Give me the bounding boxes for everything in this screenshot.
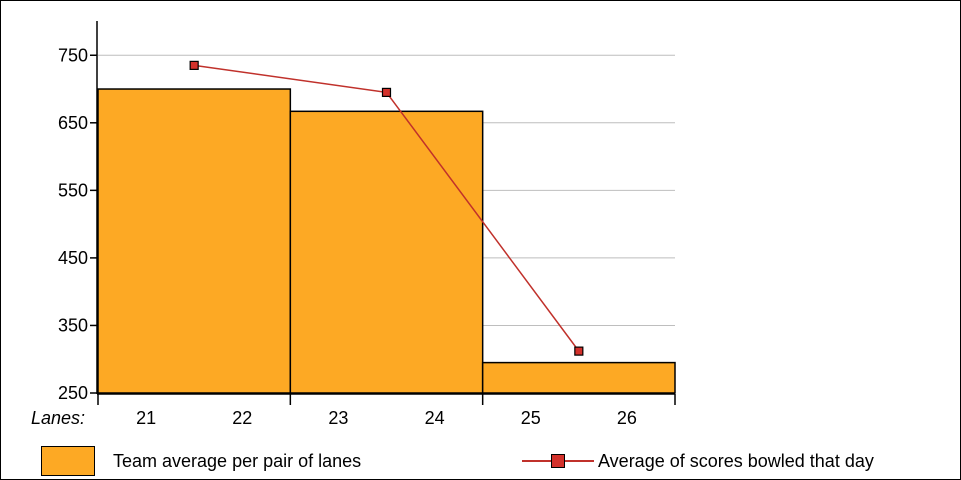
y-tick-label-350: 350 — [58, 315, 88, 335]
x-tick-label-25: 25 — [521, 408, 541, 428]
legend-item-line: Average of scores bowled that day — [522, 445, 874, 477]
legend-bar-swatch — [41, 446, 95, 476]
line-point-23-24 — [381, 87, 392, 98]
y-tick-label-450: 450 — [58, 248, 88, 268]
y-tick-label-550: 550 — [58, 180, 88, 200]
bar-series — [97, 88, 676, 394]
y-tick-label-750: 750 — [58, 45, 88, 65]
line-point-25-26 — [574, 346, 584, 356]
legend-bar-label: Team average per pair of lanes — [113, 450, 362, 471]
legend-item-bars: Team average per pair of lanes — [41, 445, 361, 477]
x-tick-label-22: 22 — [232, 408, 252, 428]
y-tick-label-650: 650 — [58, 113, 88, 133]
x-tick-label-26: 26 — [617, 408, 637, 428]
bar-23-24 — [289, 110, 484, 394]
chart-canvas: 250 350 450 550 650 750 Lanes: 21 22 23 24 25 26 — [31, 21, 676, 428]
line-series — [189, 60, 584, 356]
bar-21-22 — [97, 88, 292, 394]
x-tick-label-24: 24 — [425, 408, 445, 428]
x-tick-label-23: 23 — [328, 408, 348, 428]
bar-25-26 — [481, 361, 676, 394]
axes — [90, 21, 676, 405]
legend-line-label: Average of scores bowled that day — [598, 450, 874, 471]
y-tick-label-250: 250 — [58, 383, 88, 403]
x-tick-label-21: 21 — [136, 408, 156, 428]
tick-labels: 250 350 450 550 650 750 Lanes: 21 22 23 24 25 26 — [31, 45, 637, 428]
line-point-21-22 — [189, 60, 199, 70]
legend-line-swatch — [522, 446, 594, 476]
x-axis-label: Lanes: — [31, 408, 85, 428]
